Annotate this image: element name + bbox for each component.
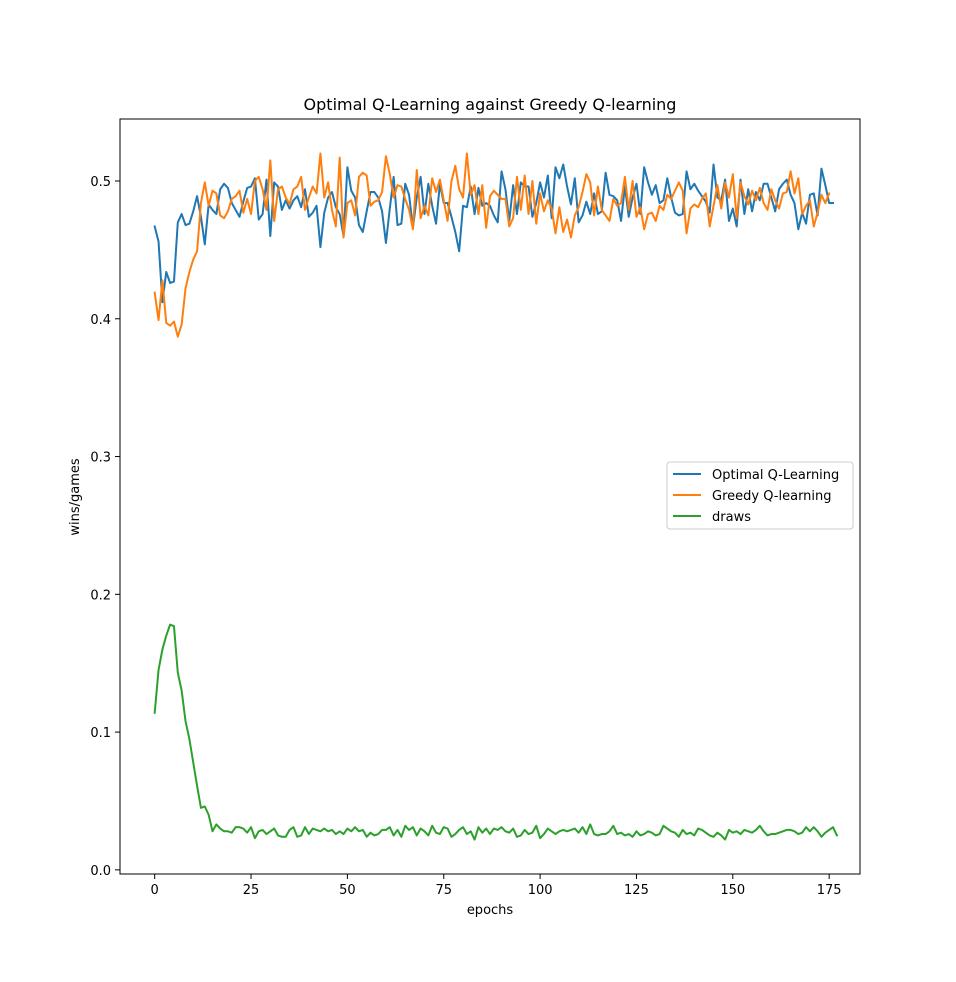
y-axis-label: wins/games xyxy=(68,458,83,536)
legend: Optimal Q-Learning Greedy Q-learning draws xyxy=(666,461,854,530)
x-tick-label: 0 xyxy=(151,883,159,898)
series-line-1 xyxy=(153,152,831,338)
y-axis: 0.0 0.1 0.2 0.3 0.4 0.5 xyxy=(90,175,120,879)
x-tick-label: 75 xyxy=(435,883,452,898)
legend-label-2: draws xyxy=(712,510,751,525)
x-tick-label: 100 xyxy=(528,883,553,898)
x-tick-label: 175 xyxy=(817,883,842,898)
y-tick-label: 0.3 xyxy=(90,451,111,466)
legend-label-1: Greedy Q-learning xyxy=(712,489,832,504)
y-tick-label: 0.0 xyxy=(90,864,111,879)
x-tick-label: 50 xyxy=(339,883,356,898)
plot-frame xyxy=(119,118,861,875)
x-tick-label: 125 xyxy=(624,883,649,898)
y-tick-label: 0.4 xyxy=(90,313,111,328)
y-tick-label: 0.5 xyxy=(90,175,111,190)
series-layer xyxy=(153,152,839,841)
x-axis-label: epochs xyxy=(467,903,514,918)
legend-box xyxy=(666,461,854,530)
chart-title: Optimal Q-Learning against Greedy Q-lear… xyxy=(304,95,677,114)
y-tick-label: 0.1 xyxy=(90,726,111,741)
x-axis: 0 25 50 75 100 125 150 175 xyxy=(151,874,842,898)
series-line-2 xyxy=(153,623,839,841)
x-tick-label: 150 xyxy=(720,883,745,898)
y-tick-label: 0.2 xyxy=(90,588,111,603)
x-tick-label: 25 xyxy=(243,883,260,898)
legend-label-0: Optimal Q-Learning xyxy=(712,468,839,483)
